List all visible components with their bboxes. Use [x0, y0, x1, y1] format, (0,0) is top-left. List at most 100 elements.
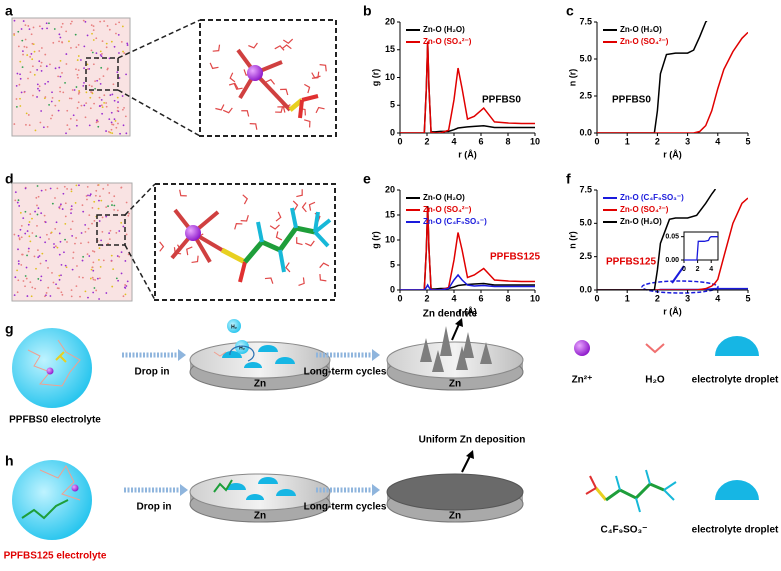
atom [13, 233, 16, 236]
atom [70, 190, 73, 193]
atom [44, 96, 47, 98]
atom [105, 46, 108, 49]
atom [95, 37, 98, 40]
atom [87, 227, 90, 230]
atom [21, 253, 24, 256]
atom [59, 36, 62, 39]
atom [65, 266, 68, 269]
atom [116, 209, 119, 212]
y-axis-label: n (r) [567, 69, 577, 87]
atom [75, 46, 78, 49]
atom [51, 114, 54, 117]
atom [15, 84, 18, 87]
atom [88, 255, 91, 257]
water [229, 72, 236, 83]
atom [29, 71, 32, 74]
atom [77, 92, 80, 95]
x-tick-label: 2 [696, 266, 700, 273]
atom [83, 45, 86, 48]
atom [103, 101, 106, 104]
atom [41, 252, 44, 255]
atom [99, 266, 102, 268]
atom [94, 87, 97, 90]
x-tick-label: 10 [530, 136, 540, 146]
atom [98, 220, 101, 222]
atom [33, 50, 36, 53]
water [298, 277, 305, 287]
atom [28, 28, 31, 31]
atom [59, 75, 62, 78]
water [179, 189, 187, 197]
atom [65, 63, 68, 65]
atom [112, 83, 115, 86]
atom [89, 107, 92, 110]
atom [88, 84, 91, 87]
x-axis-label: r (Å) [663, 149, 682, 159]
water [264, 277, 274, 284]
x-tick-label: 6 [478, 293, 483, 303]
atom [45, 259, 47, 262]
atom [17, 199, 20, 202]
atom [99, 195, 101, 198]
atom [31, 42, 34, 45]
atom [92, 29, 95, 32]
water [319, 273, 327, 282]
atom [77, 101, 80, 104]
atom [88, 124, 91, 127]
atom [19, 105, 22, 107]
zoom-d [170, 207, 332, 283]
atom [58, 99, 61, 102]
atom [63, 185, 66, 188]
atom [58, 232, 61, 235]
atom [99, 20, 102, 23]
data-line [597, 189, 717, 290]
atom [108, 192, 111, 194]
atom [99, 54, 102, 56]
atom [101, 112, 104, 115]
atom [27, 247, 30, 250]
atom [125, 201, 128, 204]
atom [107, 205, 109, 208]
atom [100, 55, 103, 58]
atom [48, 103, 50, 106]
atom [115, 277, 118, 280]
atom [31, 232, 34, 234]
atom [119, 132, 121, 135]
atom [89, 193, 92, 196]
atom [75, 124, 78, 127]
water [275, 231, 283, 241]
atom [89, 277, 92, 280]
atom [29, 281, 32, 284]
atom [23, 91, 26, 94]
y-tick-label: 20 [385, 184, 395, 194]
atom [15, 98, 18, 100]
atom [93, 102, 95, 105]
atom [27, 250, 30, 253]
atom [122, 225, 125, 228]
atom [56, 287, 59, 290]
atom [100, 66, 103, 69]
atom [102, 259, 105, 262]
simulation-boxes [11, 17, 330, 302]
water [315, 106, 325, 114]
x-tick-label: 10 [530, 293, 540, 303]
y-tick-label: 2.5 [579, 90, 592, 100]
atom [92, 291, 95, 294]
annotation: PPFBS125 [490, 252, 540, 263]
atom [125, 285, 128, 287]
atom [118, 77, 121, 79]
atom [93, 287, 96, 289]
atom [92, 25, 95, 28]
atom [28, 124, 31, 126]
atom [60, 274, 62, 277]
atom [109, 94, 112, 96]
atom [121, 108, 124, 111]
atom [75, 119, 78, 122]
water [228, 82, 239, 89]
atom [46, 125, 49, 128]
atom [40, 189, 43, 192]
atom [56, 187, 59, 190]
substrate-label: Zn [254, 379, 266, 390]
atom [64, 215, 67, 218]
result-label: Zn dendrite [423, 309, 478, 320]
